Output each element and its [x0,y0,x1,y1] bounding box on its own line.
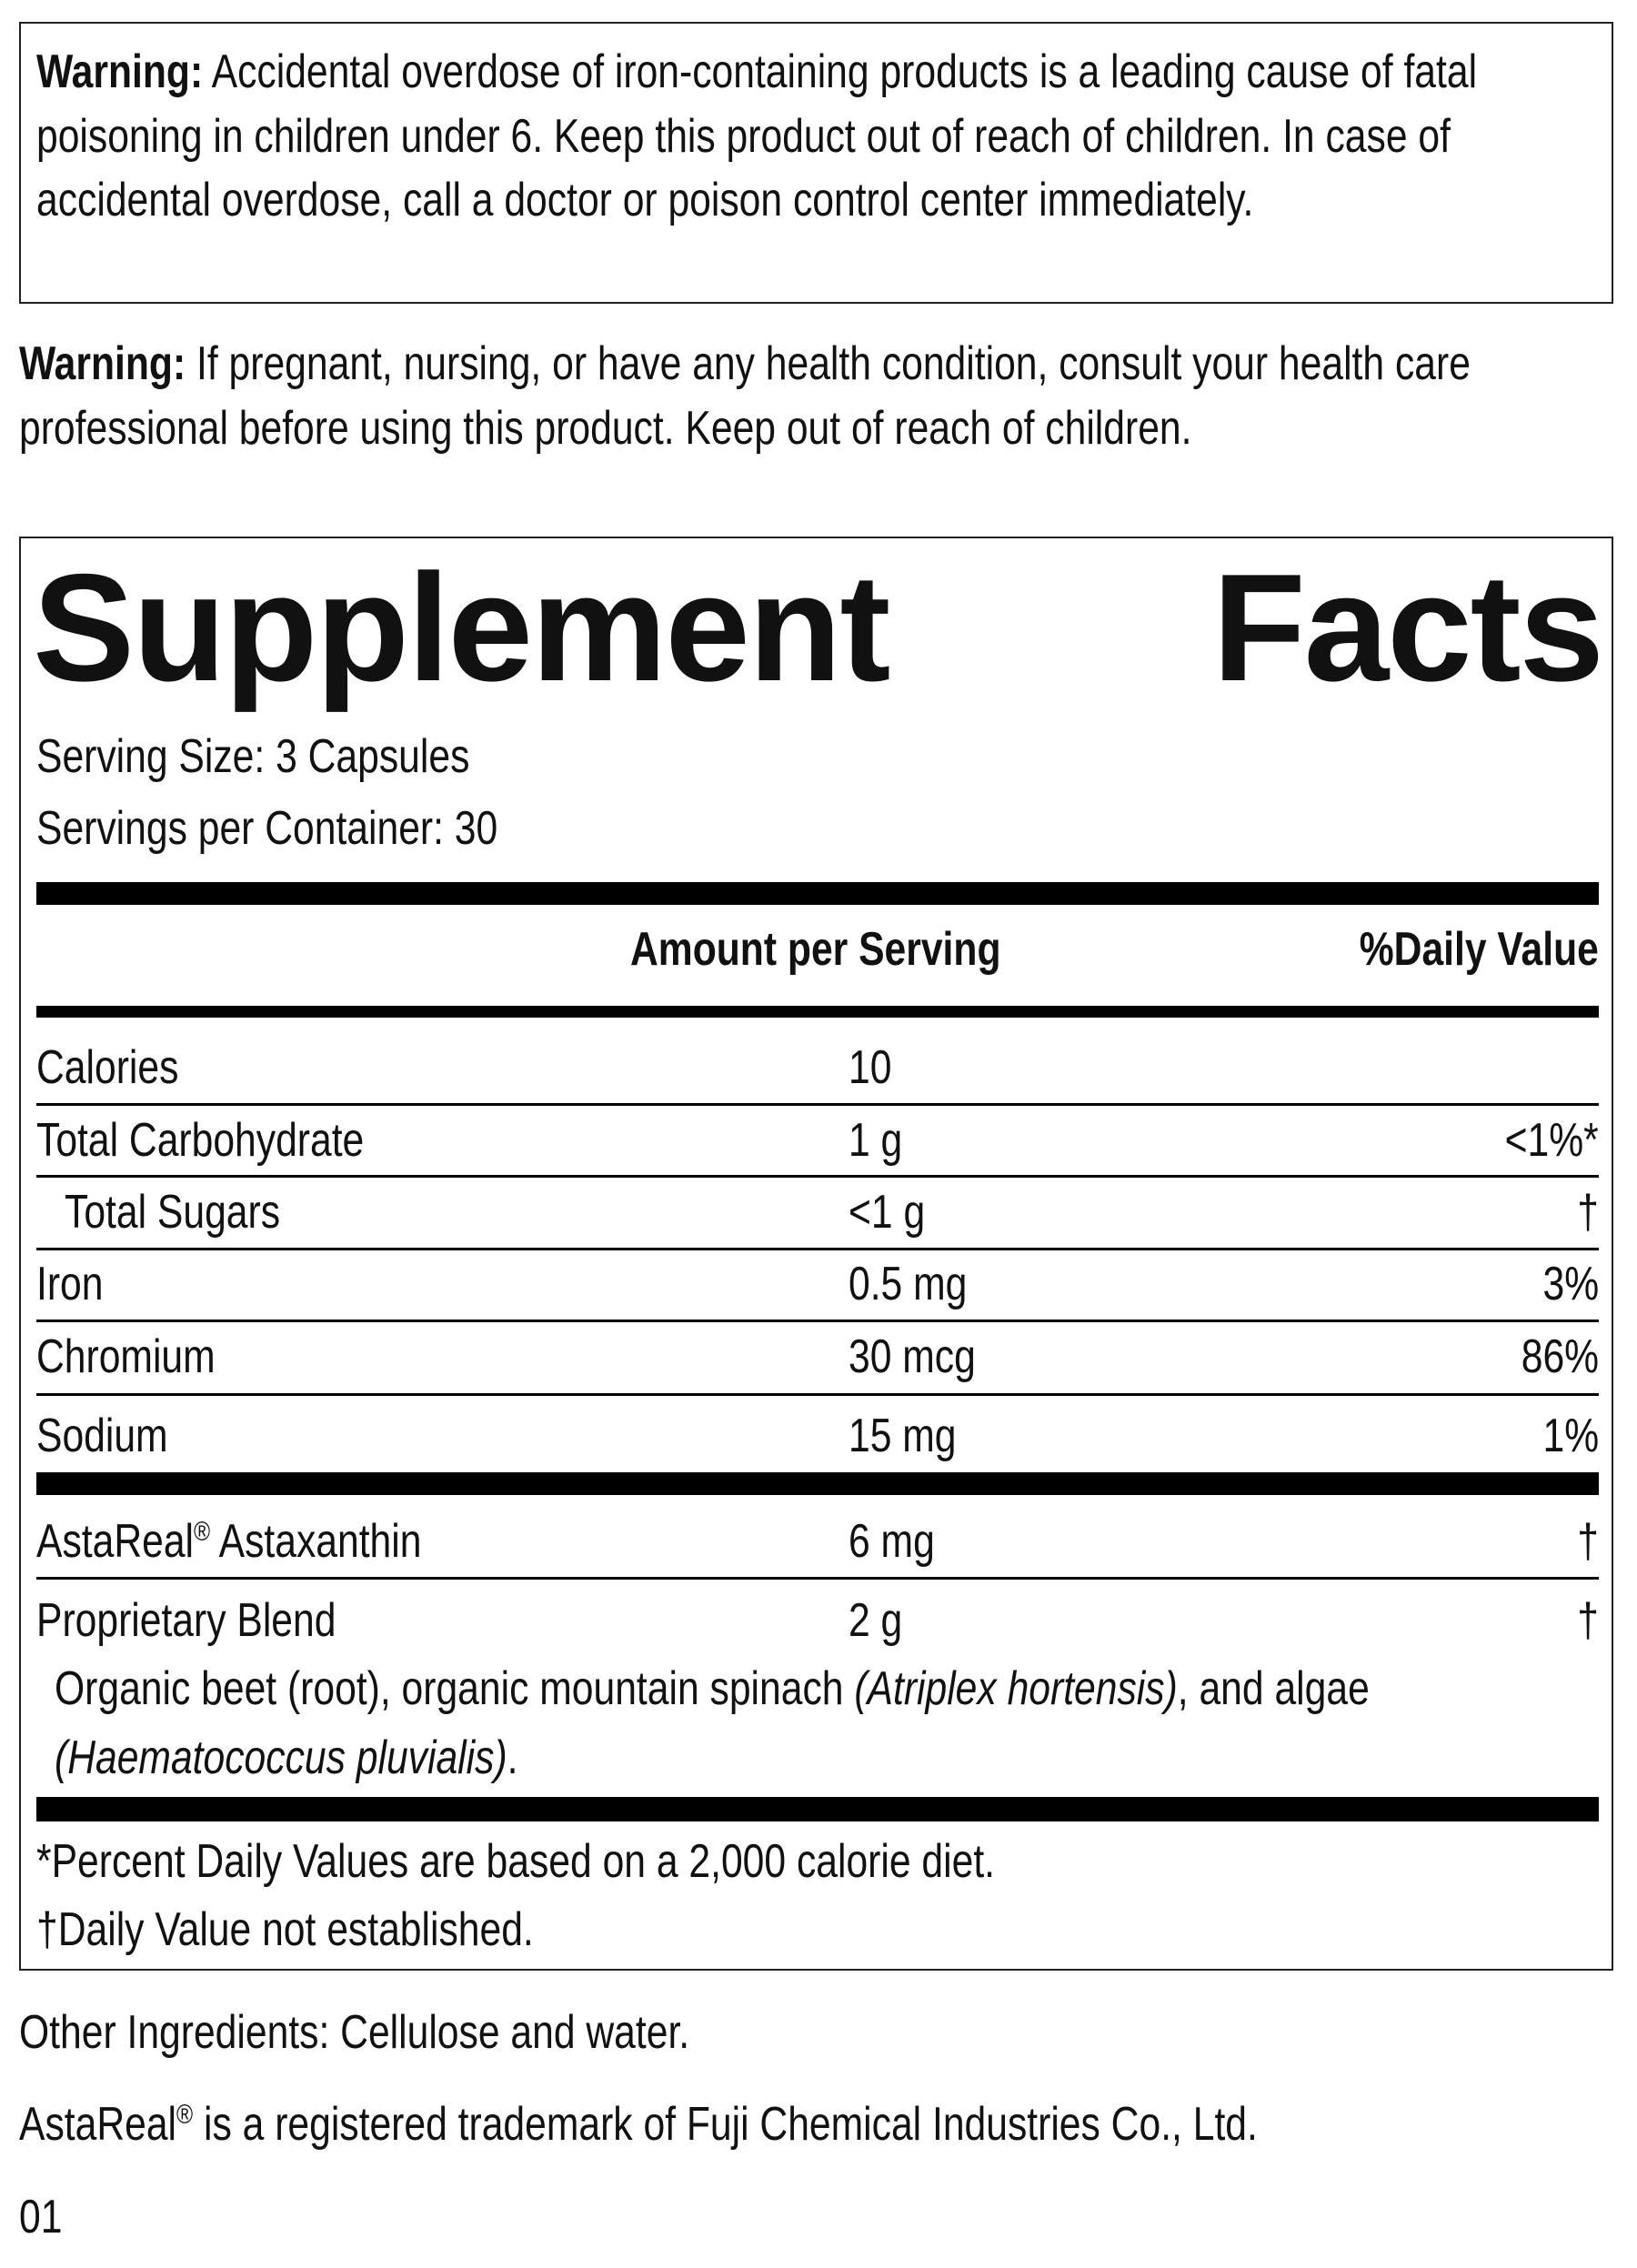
nutrient-dv: 1% [1542,1410,1599,1462]
thin-rule [36,1175,1599,1178]
nutrient-name: Total Carbohydrate [36,1114,365,1167]
warning-text: If pregnant, nursing, or have any health… [19,337,1471,455]
nutrient-dv: 3% [1542,1258,1599,1310]
nutrient-dv: 86% [1521,1330,1599,1383]
nutrient-amount: 10 [849,1041,892,1094]
thin-rule [36,1577,1599,1580]
title-word-facts: Facts [1212,542,1604,713]
column-headers: Amount per Serving %Daily Value [36,922,1599,977]
trademark-notice: AstaReal® is a registered trademark of F… [19,2098,1258,2151]
thick-rule [36,1472,1599,1495]
nutrient-row: Chromium 30 mcg 86% [36,1330,1599,1384]
thin-rule [36,1103,1599,1106]
registered-mark: ® [194,1517,211,1547]
nutrient-name: Proprietary Blend [36,1594,336,1647]
iron-warning-box [19,22,1613,304]
nutrient-row: Total Sugars <1 g † [36,1185,1599,1239]
thin-rule [36,1320,1599,1322]
nutrient-amount: 6 mg [849,1515,935,1568]
warning-label: Warning: [36,45,204,98]
header-daily-value: %Daily Value [1359,923,1599,976]
nutrient-amount: 15 mg [849,1410,957,1462]
medium-rule [36,1006,1599,1018]
footnote-dv-not-established: †Daily Value not established. [36,1903,534,1956]
serving-size: Serving Size: 3 Capsules [36,730,470,783]
nutrient-amount: 2 g [849,1594,903,1647]
warning-label: Warning: [19,337,186,390]
nutrient-name: Total Sugars [65,1186,281,1239]
supplement-facts-panel [19,537,1613,1971]
nutrient-name: Iron [36,1258,104,1310]
general-warning: Warning: If pregnant, nursing, or have a… [19,332,1592,460]
nutrient-dv: † [1577,1186,1599,1239]
header-amount: Amount per Serving [630,923,1001,976]
nutrient-name: Chromium [36,1330,216,1383]
label-code: 01 [19,2191,63,2243]
facts-title: Supplement Facts [33,541,1604,714]
nutrient-amount: <1 g [849,1186,926,1239]
nutrient-name: Sodium [36,1410,168,1462]
nutrient-name: AstaReal [36,1515,195,1568]
blend-ingredients: Organic beet (root), organic mountain sp… [55,1662,1370,1715]
nutrient-amount: 0.5 mg [849,1258,968,1310]
nutrient-row: Proprietary Blend 2 g † [36,1593,1599,1648]
thick-rule [36,882,1599,905]
nutrient-row: AstaReal® Astaxanthin 6 mg † [36,1514,1599,1569]
nutrient-dv: † [1577,1515,1599,1568]
iron-warning: Warning: Accidental overdose of iron-con… [36,40,1572,233]
thick-rule [36,1797,1599,1821]
thin-rule [36,1393,1599,1396]
nutrient-row: Total Carbohydrate 1 g <1%* [36,1113,1599,1168]
blend-ingredients-cont: (Haematococcus pluvialis). [55,1731,518,1784]
nutrient-dv: † [1577,1594,1599,1647]
nutrient-amount: 30 mcg [849,1330,976,1383]
nutrient-row: Iron 0.5 mg 3% [36,1257,1599,1311]
nutrient-row: Calories 10 [36,1040,1599,1095]
nutrient-dv: <1%* [1504,1114,1599,1167]
warning-text: Accidental overdose of iron-containing p… [36,45,1478,226]
nutrient-name: Calories [36,1041,179,1094]
title-word-supplement: Supplement [33,542,890,713]
nutrient-name-rest: Astaxanthin [210,1515,422,1568]
footnote-percent-dv: *Percent Daily Values are based on a 2,0… [36,1835,996,1888]
nutrient-amount: 1 g [849,1114,903,1167]
nutrient-row: Sodium 15 mg 1% [36,1409,1599,1463]
other-ingredients: Other Ingredients: Cellulose and water. [19,2006,690,2059]
thin-rule [36,1248,1599,1250]
servings-per-container: Servings per Container: 30 [36,802,498,855]
